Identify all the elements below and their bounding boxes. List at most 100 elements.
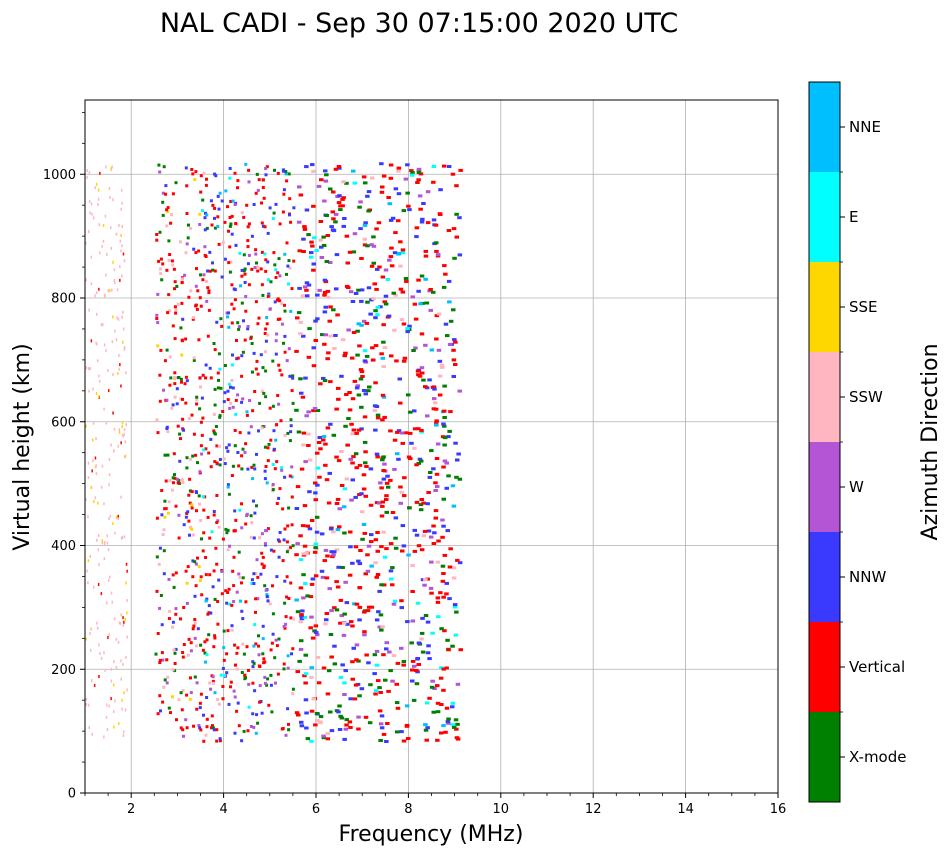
echo-point [382, 300, 387, 304]
echo-point [242, 319, 245, 323]
echo-point [399, 599, 404, 603]
echo-point [261, 293, 265, 297]
echo-point [287, 597, 291, 600]
echo-point [423, 254, 429, 258]
echo-point [283, 626, 287, 630]
echo-point [344, 234, 350, 238]
echo-point [156, 632, 160, 635]
echo-point [440, 535, 445, 539]
echo-point [280, 301, 284, 305]
echo-point [319, 532, 325, 536]
echo-point [274, 638, 278, 642]
echo-point [198, 296, 202, 300]
echo-point [106, 534, 108, 538]
echo-point [434, 249, 439, 253]
echo-point [375, 531, 380, 534]
echo-point [163, 678, 167, 682]
echo-point [285, 359, 289, 363]
echo-point [207, 633, 211, 637]
echo-point [381, 340, 386, 344]
echo-point [107, 579, 110, 582]
echo-point [305, 294, 310, 298]
echo-point [162, 572, 166, 576]
echo-point [181, 397, 184, 401]
echo-point [340, 663, 345, 667]
echo-point [455, 458, 460, 462]
echo-point [414, 226, 420, 230]
echo-point [181, 481, 185, 484]
echo-point [334, 580, 339, 584]
echo-point [227, 702, 231, 706]
echo-point [416, 178, 421, 182]
echo-point [380, 418, 385, 422]
echo-point [350, 561, 355, 565]
echo-point [288, 474, 292, 478]
echo-point [270, 641, 274, 645]
echo-point [439, 363, 445, 367]
echo-point [426, 644, 431, 648]
echo-point [353, 495, 358, 499]
echo-point [408, 431, 413, 435]
echo-point [113, 660, 115, 664]
colorbar-label: Azimuth Direction [918, 343, 943, 540]
echo-point [443, 730, 448, 734]
echo-point [283, 309, 287, 313]
echo-point [212, 429, 216, 433]
echo-point [369, 264, 375, 268]
echo-point [311, 169, 316, 173]
echo-point [431, 407, 437, 411]
echo-point [337, 728, 343, 731]
echo-point [332, 662, 338, 666]
echo-point [171, 263, 175, 267]
echo-point [184, 251, 188, 255]
echo-point [264, 173, 268, 177]
echo-point [156, 292, 160, 296]
echo-point [276, 394, 280, 397]
echo-point [431, 165, 437, 168]
echo-point [314, 712, 320, 715]
echo-point [284, 615, 288, 619]
echo-point [271, 404, 275, 408]
echo-point [352, 602, 357, 606]
echo-point [385, 485, 391, 489]
echo-point [92, 216, 95, 220]
echo-point [365, 244, 370, 248]
echo-point [316, 681, 322, 685]
echo-point [180, 353, 184, 357]
echo-point [315, 451, 320, 455]
echo-point [187, 295, 191, 299]
echo-point [357, 562, 363, 566]
echo-point [433, 223, 439, 227]
echo-point [204, 599, 208, 603]
echo-point [325, 692, 331, 696]
x-axis-label: Frequency (MHz) [339, 822, 524, 847]
echo-point [435, 442, 441, 446]
y-tick-label: 600 [51, 415, 76, 430]
echo-point [161, 533, 165, 536]
echo-point [198, 502, 201, 506]
echo-point [311, 697, 316, 701]
echo-point [350, 300, 356, 303]
echo-point [292, 206, 296, 210]
echo-point [419, 498, 424, 501]
echo-point [226, 389, 230, 393]
echo-point [221, 667, 225, 670]
echo-point [421, 534, 427, 538]
echo-point [173, 337, 177, 341]
echo-point [366, 661, 371, 665]
echo-point [441, 595, 446, 599]
echo-point [235, 339, 238, 342]
echo-point [388, 255, 394, 259]
echo-point [226, 483, 230, 487]
echo-point [193, 621, 197, 625]
echo-point [303, 582, 308, 586]
echo-point [155, 555, 159, 559]
echo-point [171, 625, 175, 629]
echo-point [182, 643, 186, 646]
echo-point [292, 617, 296, 621]
echo-point [304, 165, 309, 169]
echo-point [113, 617, 116, 621]
echo-point [155, 313, 159, 317]
echo-point [455, 558, 460, 562]
echo-point [265, 165, 269, 169]
